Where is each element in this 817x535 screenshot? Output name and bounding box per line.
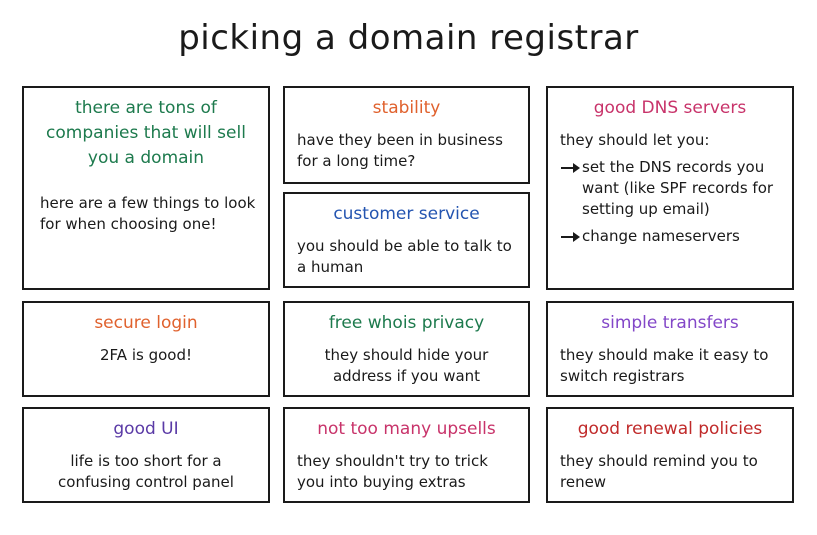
whois-body: they should hide your address if you wan… [324, 346, 489, 385]
secure-login-box: secure login 2FA is good! [22, 301, 270, 397]
secure-login-body: 2FA is good! [100, 346, 192, 364]
stability-box: stability have they been in business for… [283, 86, 530, 184]
arrow-right-icon [561, 232, 580, 242]
intro-box: there are tons of companies that will se… [22, 86, 270, 290]
upsells-body: they shouldn't try to trick you into buy… [297, 452, 488, 491]
ui-body: life is too short for a confusing contro… [58, 452, 234, 491]
arrow-right-icon [561, 163, 580, 173]
dns-body: they should let you: [560, 131, 710, 149]
ui-heading: good UI [113, 419, 179, 439]
renewal-body: they should remind you to renew [560, 452, 758, 491]
whois-box: free whois privacy they should hide your… [283, 301, 530, 397]
dns-heading: good DNS servers [593, 98, 747, 118]
stability-heading: stability [372, 98, 441, 118]
whois-heading: free whois privacy [328, 313, 485, 333]
dns-item-nameservers-text: change nameservers [582, 227, 740, 245]
transfers-heading: simple transfers [601, 313, 739, 333]
customer-service-body: you should be able to talk to a human [297, 237, 512, 276]
customer-service-heading: customer service [333, 204, 480, 224]
renewal-heading: good renewal policies [577, 419, 763, 439]
ui-box: good UI life is too short for a confusin… [22, 407, 270, 503]
renewal-box: good renewal policies they should remind… [546, 407, 794, 503]
transfers-box: simple transfers they should make it eas… [546, 301, 794, 397]
stability-body: have they been in business for a long ti… [297, 131, 503, 170]
dns-item-nameservers: change nameservers [560, 226, 780, 247]
dns-item-records: set the DNS records you want (like SPF r… [560, 157, 780, 220]
intro-body: here are a few things to look for when c… [40, 194, 256, 233]
customer-service-box: customer service you should be able to t… [283, 192, 530, 288]
secure-login-heading: secure login [94, 313, 198, 333]
upsells-heading: not too many upsells [317, 419, 496, 439]
page-title: picking a domain registrar [178, 18, 639, 58]
dns-item-records-text: set the DNS records you want (like SPF r… [582, 158, 774, 218]
dns-box: good DNS servers they should let you: se… [546, 86, 794, 290]
intro-heading: there are tons of companies that will se… [46, 98, 246, 168]
upsells-box: not too many upsells they shouldn't try … [283, 407, 530, 503]
transfers-body: they should make it easy to switch regis… [560, 346, 769, 385]
